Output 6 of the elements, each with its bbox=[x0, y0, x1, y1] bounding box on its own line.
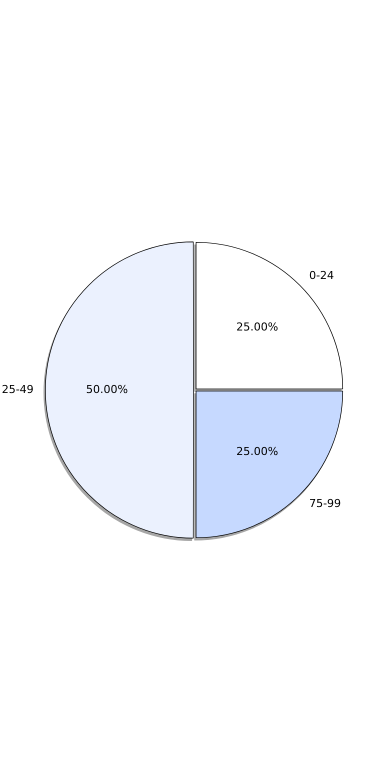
data-label: 50.00% bbox=[86, 382, 128, 396]
slice-label: 25-49 bbox=[2, 382, 34, 396]
data-label: 25.00% bbox=[236, 320, 278, 334]
data-label: 25.00% bbox=[236, 445, 278, 458]
slice-label: 75-99 bbox=[309, 496, 342, 510]
slice-label: 0-24 bbox=[309, 268, 334, 282]
